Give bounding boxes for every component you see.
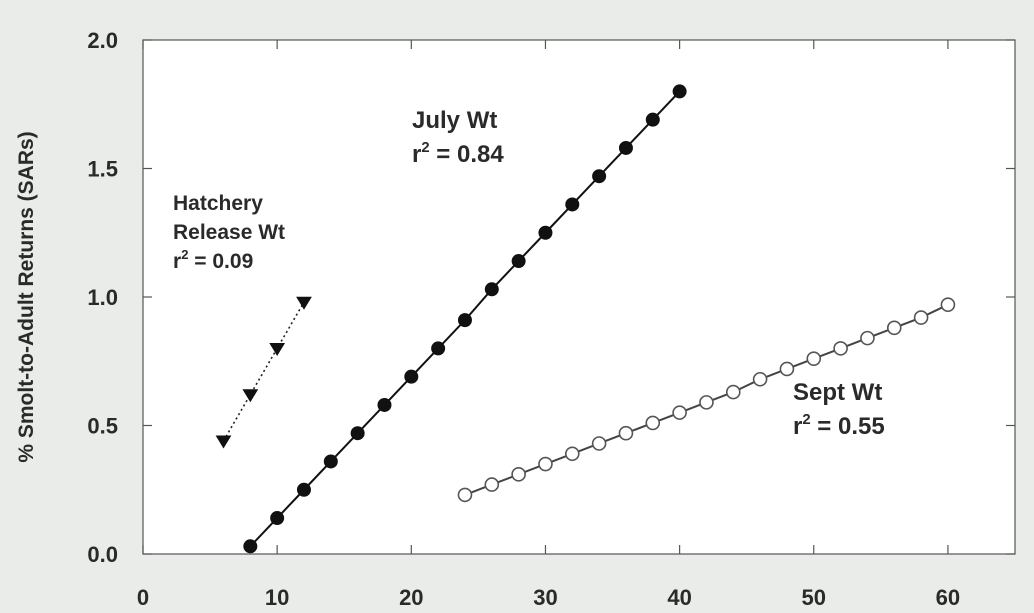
data-point-hatchery bbox=[215, 435, 232, 449]
data-point-hatchery bbox=[269, 343, 286, 357]
data-point-sept bbox=[457, 487, 473, 503]
y-tick-label: 1.0 bbox=[87, 285, 118, 310]
data-point-hatchery bbox=[242, 389, 259, 403]
data-point-sept bbox=[484, 477, 500, 492]
data-point-july bbox=[270, 511, 285, 526]
data-point-sept bbox=[564, 446, 580, 462]
data-point-sept bbox=[591, 436, 607, 451]
data-point-sept bbox=[806, 351, 822, 366]
y-axis-label: % Smolt-to-Adult Returns (SARs) bbox=[15, 131, 38, 462]
data-point-sept bbox=[913, 310, 929, 325]
data-point-july bbox=[592, 169, 607, 184]
data-point-july bbox=[565, 197, 580, 212]
data-point-july bbox=[377, 397, 392, 412]
series-label: Hatchery bbox=[173, 192, 263, 215]
data-point-july bbox=[323, 454, 338, 469]
data-point-july bbox=[618, 140, 633, 155]
data-point-july bbox=[672, 84, 687, 99]
y-tick-label: 1.5 bbox=[87, 157, 118, 182]
data-point-july bbox=[350, 426, 365, 441]
r-squared-label: r2 = 0.09 bbox=[173, 247, 253, 273]
x-tick-label: 10 bbox=[265, 585, 289, 610]
data-point-sept bbox=[511, 467, 526, 482]
series-points bbox=[215, 84, 956, 554]
axis-ticks: 0 10 20 30 40 50 60 0.0 0.5 1.0 1.5 2.0 bbox=[87, 28, 1015, 610]
x-tick-label: 50 bbox=[802, 585, 826, 610]
data-point-sept bbox=[752, 371, 768, 387]
series-label: July Wt bbox=[412, 107, 497, 134]
data-point-sept bbox=[699, 395, 714, 410]
data-point-july bbox=[404, 369, 419, 384]
data-point-sept bbox=[779, 361, 795, 377]
data-point-july bbox=[296, 482, 311, 497]
data-point-sept bbox=[886, 320, 902, 336]
x-tick-label: 20 bbox=[399, 585, 423, 610]
series-line-0 bbox=[222, 301, 305, 442]
data-point-sept bbox=[538, 456, 553, 472]
x-tick-label: 0 bbox=[137, 585, 149, 610]
data-point-hatchery bbox=[296, 296, 312, 310]
data-point-sept bbox=[860, 330, 875, 346]
data-point-sept bbox=[672, 405, 687, 420]
data-point-sept bbox=[618, 425, 634, 441]
plot-area bbox=[142, 39, 1016, 555]
x-tick-label: 60 bbox=[936, 585, 960, 610]
series-label: Release Wt bbox=[173, 221, 285, 244]
data-point-july bbox=[538, 225, 553, 240]
x-tick-label: 30 bbox=[533, 585, 557, 610]
data-point-july bbox=[645, 112, 660, 127]
series-annotations: Hatchery Release Wt r2 = 0.09 July Wt r2 = 0… bbox=[173, 107, 885, 440]
r-squared-label: r2 = 0.55 bbox=[793, 412, 885, 440]
data-point-sept bbox=[725, 384, 741, 400]
x-tick-label: 40 bbox=[667, 585, 691, 610]
data-point-july bbox=[243, 539, 258, 554]
data-point-july bbox=[431, 341, 446, 356]
y-tick-label: 2.0 bbox=[87, 28, 118, 53]
data-point-july bbox=[511, 254, 526, 269]
data-point-july bbox=[484, 282, 499, 297]
series-label: Sept Wt bbox=[793, 379, 882, 406]
data-point-sept bbox=[833, 341, 848, 356]
data-point-july bbox=[457, 313, 472, 328]
data-point-sept bbox=[645, 415, 661, 431]
y-tick-label: 0.5 bbox=[87, 414, 118, 439]
y-tick-label: 0.0 bbox=[87, 542, 118, 567]
r-squared-label: r2 = 0.84 bbox=[412, 140, 504, 168]
data-point-sept bbox=[940, 297, 956, 313]
